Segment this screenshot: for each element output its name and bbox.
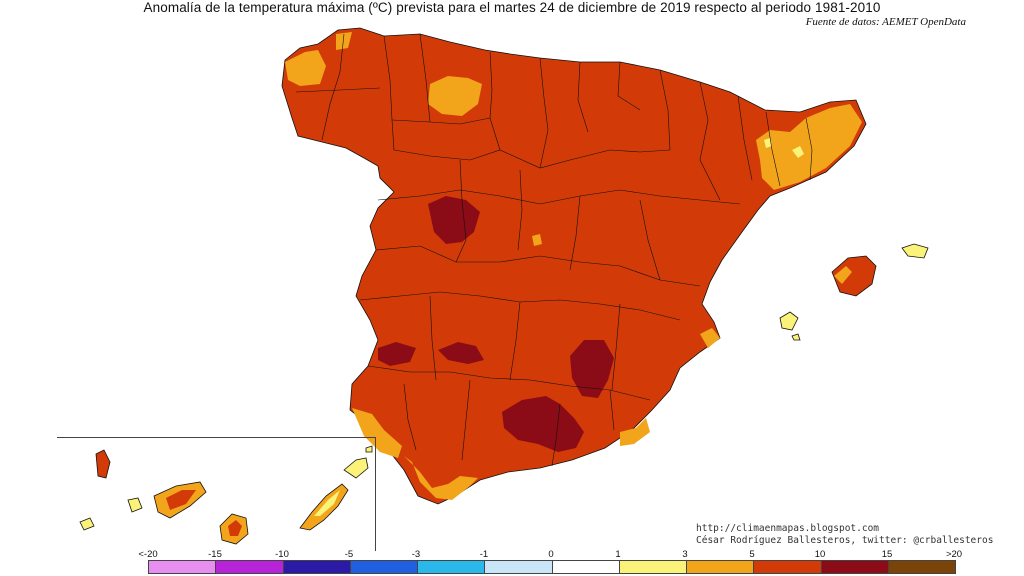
scale-color-bin <box>821 561 889 573</box>
leon-orange <box>428 76 482 116</box>
la-palma <box>95 449 111 479</box>
scale-tick: 1 <box>615 549 621 560</box>
scale-tick: <-20 <box>138 549 158 560</box>
lanzarote <box>343 457 369 479</box>
scale-color-bin <box>754 561 822 573</box>
gran-canaria-red <box>228 520 242 536</box>
la-gomera <box>127 497 143 513</box>
cadiz-orange <box>404 456 478 500</box>
scale-color-bin <box>216 561 284 573</box>
credits-website: http://climaenmapas.blogspot.com <box>696 523 880 534</box>
albacete-darkred <box>570 340 614 398</box>
mallorca-orange <box>834 266 852 284</box>
cordoba-darkred <box>438 342 484 364</box>
galicia-orange <box>285 50 326 86</box>
scale-tick: 5 <box>749 549 755 560</box>
galicia-orange-2 <box>336 32 352 50</box>
credits: http://climaenmapas.blogspot.com César R… <box>696 523 993 547</box>
scale-tick-labels: <-20 -15 -10 -5 -3 -1 0 1 3 5 10 15 >20 <box>138 549 962 560</box>
extremadura-darkred <box>378 342 416 366</box>
ibiza <box>779 311 799 331</box>
scale-tick: >20 <box>945 549 963 560</box>
tenerife-red <box>166 490 196 510</box>
scale-tick: -3 <box>411 549 421 560</box>
scale-color-bin <box>888 561 955 573</box>
scale-tick: -10 <box>275 549 289 560</box>
el-hierro <box>79 517 95 531</box>
color-scale: <-20 -15 -10 -5 -3 -1 0 1 3 5 10 15 >20 <box>138 549 962 574</box>
scale-color-bin <box>350 561 418 573</box>
granada-darkred <box>502 396 584 452</box>
scale-color-bin <box>149 561 217 573</box>
catalonia-yellow <box>792 146 804 158</box>
formentera <box>791 333 801 341</box>
peninsula-outline <box>281 27 867 505</box>
scale-color-bin <box>552 561 620 573</box>
mallorca <box>831 255 877 297</box>
scale-color-bin <box>687 561 755 573</box>
valencia-orange <box>700 328 720 348</box>
madrid-yellow <box>532 234 542 246</box>
peninsula <box>281 27 867 505</box>
scale-color-bar <box>148 560 956 574</box>
map-title: Anomalía de la temperatura máxima (ºC) p… <box>143 0 881 15</box>
credits-author: César Rodríguez Ballesteros, twitter: @c… <box>696 535 994 546</box>
salamanca-darkred <box>428 196 480 244</box>
huelva-orange <box>352 408 402 458</box>
data-source: Fuente de datos: AEMET OpenData <box>805 16 966 28</box>
catalonia-yellow-2 <box>764 138 772 148</box>
scale-tick: 10 <box>814 549 826 560</box>
scale-color-bin <box>485 561 553 573</box>
scale-tick: -5 <box>344 549 354 560</box>
scale-color-bin <box>619 561 687 573</box>
menorca <box>901 243 929 259</box>
catalonia-orange <box>756 104 862 190</box>
scale-color-bin <box>418 561 486 573</box>
fuerteventura-yellow <box>314 490 340 516</box>
scale-tick: 15 <box>881 549 893 560</box>
canary-islands <box>79 445 373 545</box>
la-graciosa <box>365 445 373 453</box>
scale-tick: 0 <box>548 549 554 560</box>
balearic-islands <box>779 243 929 341</box>
scale-tick: 3 <box>682 549 688 560</box>
scale-color-bin <box>283 561 351 573</box>
scale-tick: -15 <box>208 549 222 560</box>
scale-tick: -1 <box>479 549 489 560</box>
canary-inset-frame <box>57 437 376 551</box>
almeria-orange <box>620 418 650 446</box>
province-borders <box>295 33 813 467</box>
